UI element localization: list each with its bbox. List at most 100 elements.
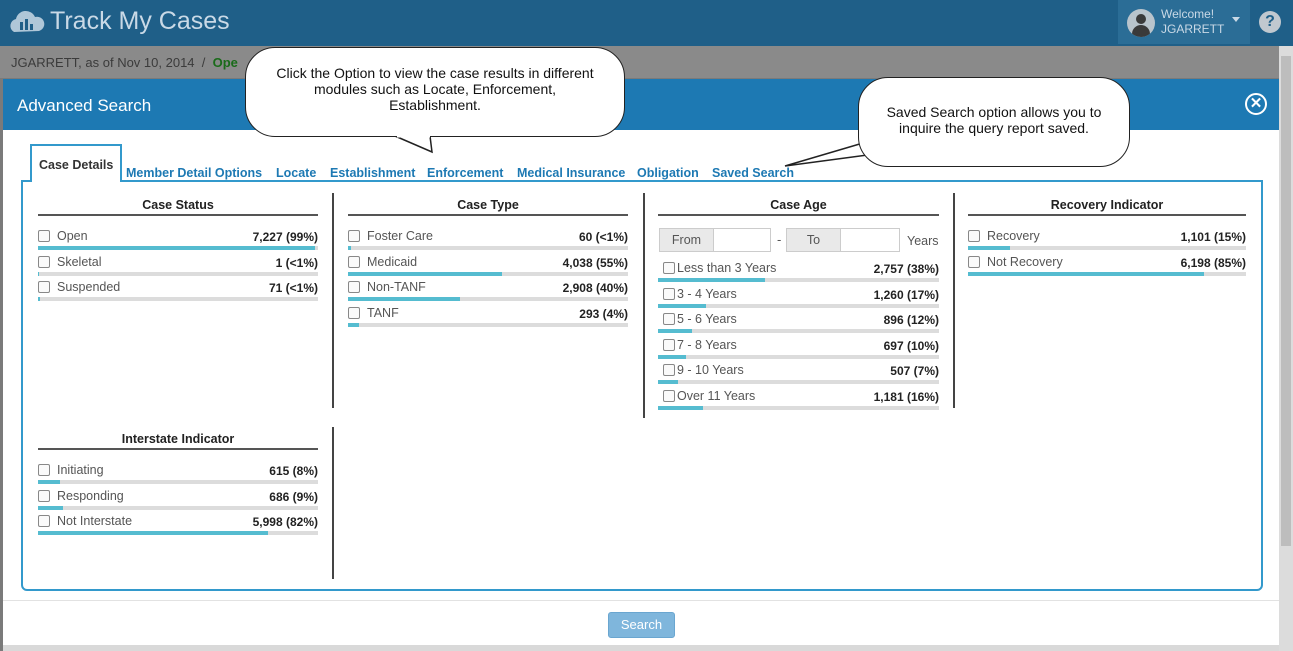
checkbox[interactable] [663, 364, 675, 376]
modal-footer-strip [3, 645, 1279, 651]
close-icon[interactable]: ✕ [1245, 93, 1267, 115]
case-type-row[interactable]: TANF 293 (4%) [348, 303, 628, 329]
case-status-row[interactable]: Skeletal 1 (<1%) [38, 252, 318, 278]
progress-track [968, 271, 1246, 276]
case-age-row[interactable]: 7 - 8 Years 697 (10%) [658, 335, 939, 361]
tab-establishment[interactable]: Establishment [330, 166, 416, 180]
progress-track [968, 246, 1246, 250]
case-status-row[interactable]: Open 7,227 (99%) [38, 226, 318, 252]
case-age-row[interactable]: Less than 3 Years 2,757 (38%) [658, 258, 939, 284]
case-age-row[interactable]: 5 - 6 Years 896 (12%) [658, 309, 939, 335]
range-dash: - [777, 232, 782, 247]
progress-fill [38, 480, 61, 484]
interstate-row[interactable]: Responding 686 (9%) [38, 486, 318, 512]
checkbox[interactable] [38, 515, 50, 527]
page-scrollbar[interactable] [1279, 46, 1293, 651]
age-to-input[interactable] [840, 228, 900, 252]
progress-track [658, 380, 939, 384]
tab-case-details[interactable]: Case Details [30, 144, 123, 182]
progress-fill [968, 246, 1010, 250]
checkbox[interactable] [38, 255, 50, 268]
recovery-row[interactable]: Not Recovery 6,198 (85%) [968, 252, 1246, 278]
checkbox[interactable] [348, 255, 360, 268]
help-icon[interactable]: ? [1259, 11, 1281, 33]
tab-member-detail-options[interactable]: Member Detail Options [126, 166, 263, 180]
progress-fill [38, 505, 64, 510]
tab-locate[interactable]: Locate [276, 166, 317, 180]
case-age-range: From - To Years [658, 224, 939, 258]
row-label: Medicaid [367, 254, 418, 269]
row-count: 2,757 (38%) [873, 262, 939, 276]
progress-fill [348, 322, 360, 327]
row-label: Not Interstate [57, 514, 133, 528]
checkbox[interactable] [663, 338, 675, 351]
tab-bar: Case Details Member Detail Options Locat… [30, 144, 830, 182]
user-menu[interactable]: Welcome! JGARRETT [1118, 0, 1250, 44]
tab-saved-search[interactable]: Saved Search [712, 166, 794, 180]
progress-track [38, 297, 318, 301]
row-label: Less than 3 Years [677, 261, 777, 275]
progress-fill [968, 271, 1205, 276]
row-label: Responding [57, 488, 124, 503]
checkbox[interactable] [348, 230, 360, 242]
search-button[interactable]: Search [608, 612, 675, 638]
recovery-row[interactable]: Recovery 1,101 (15%) [968, 226, 1246, 252]
checkbox[interactable] [38, 464, 50, 476]
tab-enforcement[interactable]: Enforcement [427, 166, 504, 180]
row-label: Foster Care [367, 229, 433, 243]
case-type-row[interactable]: Foster Care 60 (<1%) [348, 226, 628, 252]
breadcrumb-current[interactable]: Ope [212, 55, 238, 70]
case-age-row[interactable]: 9 - 10 Years 507 (7%) [658, 360, 939, 386]
checkbox[interactable] [663, 389, 675, 402]
row-label: Initiating [57, 463, 104, 477]
row-count: 6,198 (85%) [1180, 255, 1246, 270]
tab-medical-insurance[interactable]: Medical Insurance [517, 166, 626, 180]
age-from-input[interactable] [713, 228, 771, 252]
username-label: JGARRETT [1161, 22, 1225, 36]
case-type-row[interactable]: Non-TANF 2,908 (40%) [348, 277, 628, 303]
row-count: 896 (12%) [883, 313, 939, 327]
row-label: Recovery [987, 229, 1040, 243]
row-count: 686 (9%) [269, 489, 318, 504]
row-label: 9 - 10 Years [677, 363, 744, 377]
checkbox[interactable] [663, 313, 675, 325]
checkbox[interactable] [968, 230, 980, 242]
case-age-row[interactable]: Over 11 Years 1,181 (16%) [658, 386, 939, 412]
column-divider [332, 193, 334, 408]
row-label: 5 - 6 Years [677, 312, 737, 326]
progress-fill [348, 271, 502, 276]
modal-title: Advanced Search [17, 96, 152, 115]
interstate-row[interactable]: Initiating 615 (8%) [38, 460, 318, 486]
scrollbar-thumb[interactable] [1281, 56, 1291, 546]
progress-fill [658, 278, 765, 282]
interstate-row[interactable]: Not Interstate 5,998 (82%) [38, 511, 318, 537]
checkbox[interactable] [663, 262, 675, 274]
case-type-row[interactable]: Medicaid 4,038 (55%) [348, 252, 628, 278]
checkbox[interactable] [38, 489, 50, 502]
progress-track [38, 505, 318, 510]
case-status-row[interactable]: Suspended 71 (<1%) [38, 277, 318, 303]
checkbox[interactable] [663, 287, 675, 300]
checkbox[interactable] [38, 230, 50, 242]
avatar-icon [1127, 9, 1155, 37]
progress-fill [348, 246, 351, 250]
years-label: Years [907, 234, 939, 248]
checkbox[interactable] [348, 306, 360, 319]
progress-fill [658, 354, 687, 359]
case-age-row[interactable]: 3 - 4 Years 1,260 (17%) [658, 284, 939, 310]
sub-bar [0, 46, 1293, 78]
checkbox[interactable] [348, 281, 360, 293]
row-label: Over 11 Years [677, 388, 756, 403]
progress-track [38, 480, 318, 484]
to-label: To [786, 228, 841, 252]
checkbox[interactable] [38, 281, 50, 293]
progress-fill [38, 297, 41, 301]
row-count: 1,181 (16%) [873, 389, 939, 404]
tab-obligation[interactable]: Obligation [637, 166, 699, 180]
checkbox[interactable] [968, 255, 980, 268]
cloud-chart-logo-icon [10, 10, 45, 33]
caret-down-icon [1232, 17, 1240, 22]
progress-fill [658, 405, 703, 410]
column-divider [332, 427, 334, 579]
row-count: 7,227 (99%) [252, 230, 318, 244]
